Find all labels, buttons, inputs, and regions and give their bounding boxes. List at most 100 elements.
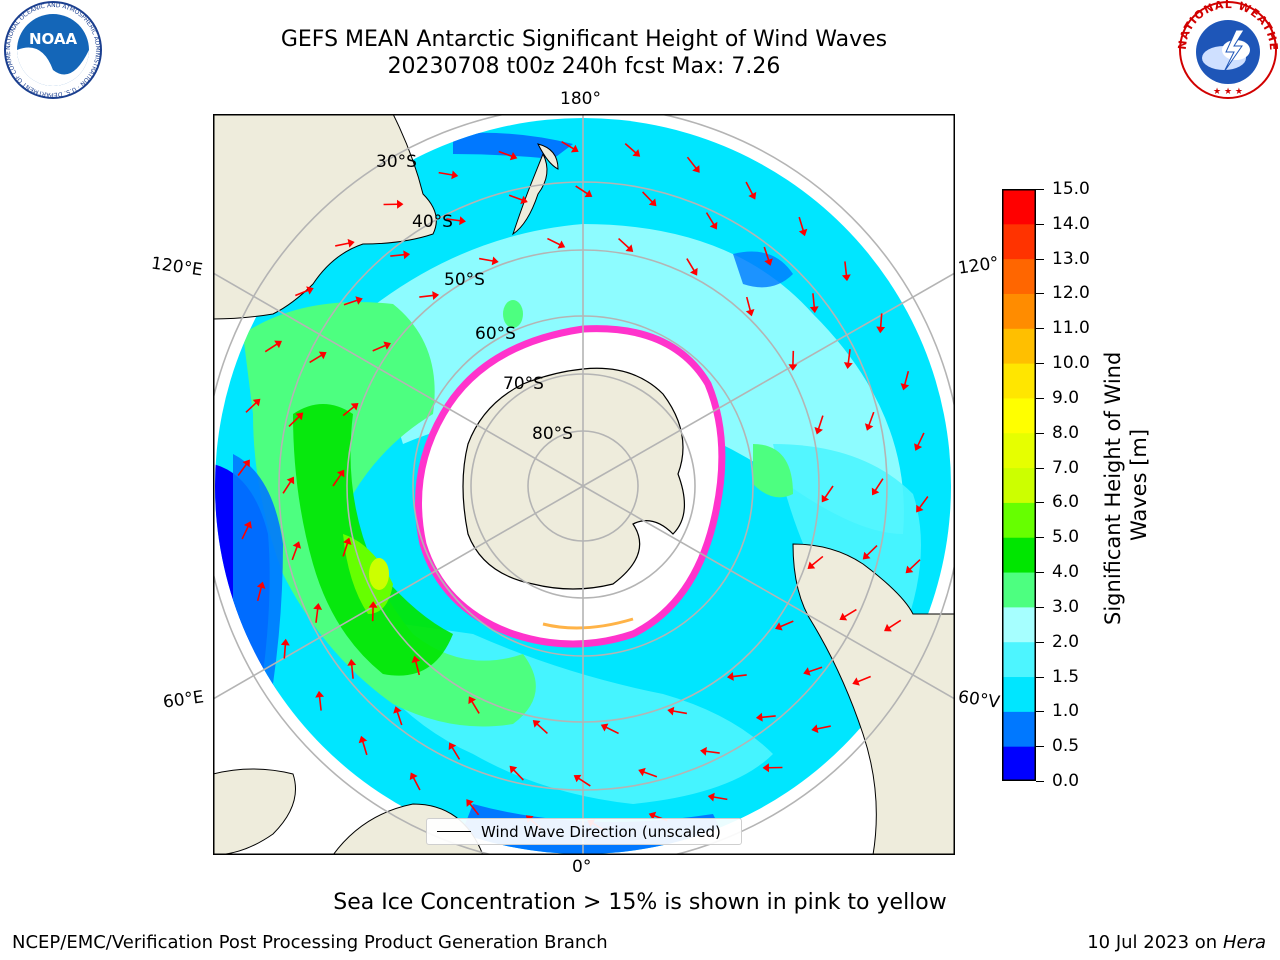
wave-arrow-shaft [390,253,405,257]
wave-arrow-shaft [536,723,548,735]
wave-arrow-head [625,244,634,252]
wave-arrow-head [690,267,698,276]
colorbar-tick-mark [1036,746,1044,748]
wave-arrow-shaft [909,559,921,570]
wave-arrow-head [448,742,457,751]
wave-arrow-shaft [575,185,588,195]
wave-arrow-head [707,792,715,802]
colorbar-tick-label: 1.0 [1052,701,1080,722]
colorbar-tick-mark [1036,223,1044,225]
wave-arrow-shaft [824,485,834,499]
colorbar-cell [1002,467,1036,503]
wave-arrow-head [862,551,871,560]
wave-arrow-shaft [264,343,278,353]
wave-arrow-head [295,412,304,421]
wave-arrow-head [432,291,440,300]
colorbar-tick-label: 2.0 [1052,631,1080,652]
wave-arrow-shaft [282,481,292,494]
colorbar-tick-mark [1036,676,1044,678]
wave-arrow-head [648,811,657,821]
wave-arrow-head [520,195,528,205]
wave-arrow-head [807,561,816,570]
wave-arrow-head [393,706,402,714]
wave-arrow-shaft [513,769,524,781]
wave-arrow-head [843,362,853,369]
wave-arrow-shaft [295,289,309,297]
colorbar-cell [1002,328,1036,364]
antarctic-map [213,114,955,855]
chart-title-line2: 20230708 t00z 240h fcst Max: 7.26 [387,54,781,79]
nws-logo: NATIONAL WEATHER SERVICE ★ ★ ★ [1176,0,1279,99]
colorbar-tick-mark [1036,606,1044,608]
wave-arrow-head [905,565,914,574]
footer-date-text: 10 Jul 2023 on [1087,932,1223,953]
wave-arrow-shaft [817,415,824,430]
lat-label-80s: 80°S [532,424,573,444]
wave-arrow-head [274,340,282,349]
wave-arrow-head [876,326,886,334]
wave-arrow-shaft [332,473,342,487]
colorbar-tick-label: 4.0 [1052,562,1080,583]
wind-wave-arrows [237,140,929,832]
wave-arrow-head [755,712,763,722]
colorbar-cell [1002,537,1036,573]
colorbar-cell [1002,572,1036,608]
wave-arrow-shaft [844,608,857,618]
antarctica [462,367,686,590]
wave-arrow-head [745,308,755,317]
wave-arrow-shaft [335,242,350,247]
wave-arrow-head [864,423,874,431]
wave-arrow-shaft [618,237,630,249]
wave-arrow-shaft [686,156,697,169]
colorbar-tick-mark [1036,781,1044,782]
wave-arrow-shaft [446,218,461,222]
wave-arrow-head [343,537,352,545]
colorbar-cell [1002,363,1036,399]
wave-arrow-shaft [241,526,249,540]
wave-arrow-shaft [745,181,754,195]
colorbar-cell [1002,223,1036,260]
colorbar-cell [1002,746,1036,781]
graticule [213,114,955,855]
wave-arrow-shaft [812,293,816,308]
wave-arrow-head [242,459,250,468]
colorbar-tick-label: 15.0 [1052,179,1090,199]
wave-arrow-shaft [414,661,421,676]
wave-arrow-shaft [844,261,848,276]
wave-arrow-shaft [713,796,728,801]
wave-arrow-head [709,221,718,230]
wave-arrow-shaft [343,299,358,306]
colorbar-tick-label: 0.0 [1052,771,1080,791]
wave-arrow-shaft [256,587,263,601]
wave-arrow-head [852,677,860,686]
colorbar-tick-label: 13.0 [1052,248,1090,269]
wave-arrow-head [491,256,499,266]
legend-label: Wind Wave Direction (unscaled) [481,822,721,841]
wave-arrow-shaft [763,246,770,261]
wave-arrow-shaft [705,212,715,225]
colorbar-tick-mark [1036,432,1044,434]
wave-arrow-head [764,258,773,266]
wave-arrow-shaft [547,237,561,246]
wave-arrow-head [884,623,892,632]
wave-arrow-shaft [438,171,453,176]
wave-arrow-head [775,622,783,631]
wave-arrow-shaft [798,216,804,231]
wave-arrow-shaft [283,644,287,659]
colorbar-tick-label: 3.0 [1052,596,1080,617]
wave-arrow-shaft [288,416,300,427]
wave-arrow-shaft [362,741,368,756]
wave-arrow-shaft [451,747,461,760]
colorbar-tick-mark [1036,537,1044,539]
wave-arrow-head [821,494,830,503]
wave-arrow-shaft [857,675,871,683]
colorbar-tick-label: 14.0 [1052,213,1090,234]
svg-text:Significant Height of Wind: Significant Height of Wind Waves [m] [1101,345,1151,625]
wave-arrow-head [451,170,459,180]
noaa-logo: NATIONAL OCEANIC AND ATMOSPHERIC ADMINIS… [2,0,102,99]
colorbar-tick-mark [1036,363,1044,365]
wave-arrow-shaft [605,726,619,735]
colorbar-cell [1002,293,1036,329]
wave-arrow-head [570,144,579,153]
colorbar-tick-label: 5.0 [1052,527,1080,548]
